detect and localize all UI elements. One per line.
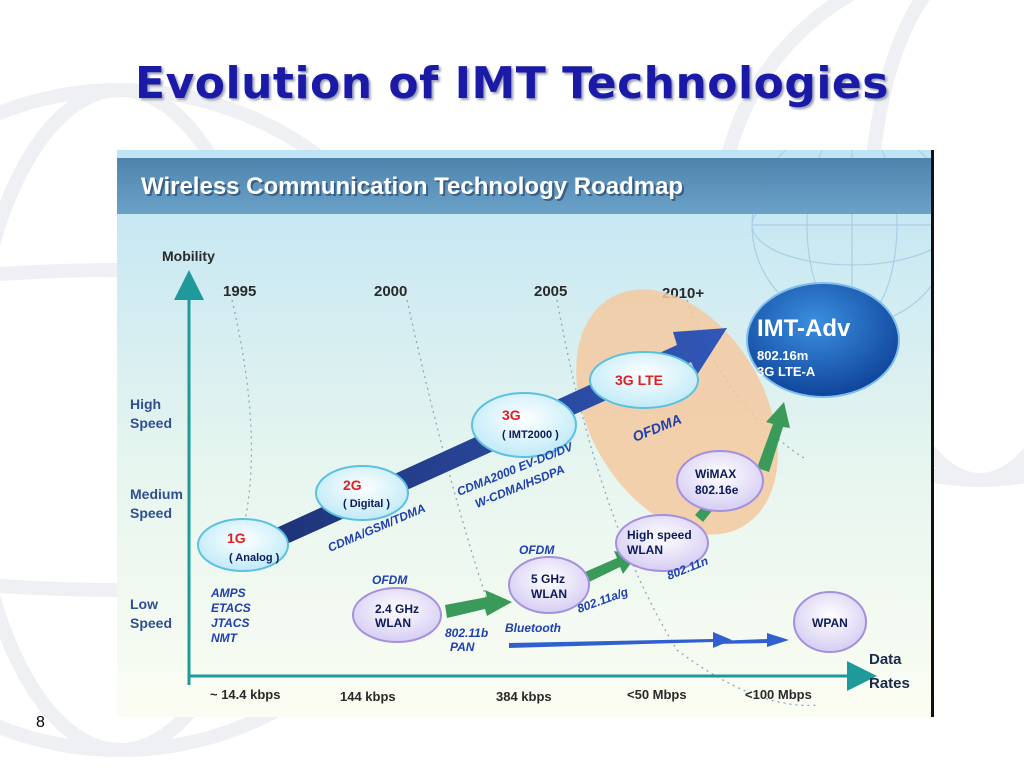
node-wlan-24ghz (352, 587, 442, 643)
label-ofdm-1: OFDM (372, 573, 408, 587)
node-2g-subtitle: ( Digital ) (343, 498, 390, 510)
x-axis-label-line1: Data (869, 651, 902, 668)
node-3g-lte-title: 3G LTE (615, 372, 663, 388)
speed-medium-line2: Speed (130, 505, 172, 521)
banner-title-shadow: Wireless Communication Technology Roadma… (143, 175, 685, 202)
label-pan: PAN (450, 640, 475, 654)
rate-144kbps: 144 kbps (340, 689, 396, 704)
banner (117, 158, 931, 214)
year-2005: 2005 (534, 283, 567, 300)
label-jtacs: JTACS (211, 616, 249, 630)
node-imt-adv-line2: 3G LTE-A (757, 364, 816, 379)
node-2g-title: 2G (343, 477, 362, 493)
label-80211b: 802.11b (445, 626, 488, 640)
page-number: 8 (36, 714, 45, 731)
rate-384kbps: 384 kbps (496, 689, 552, 704)
node-1g-title: 1G (227, 530, 246, 546)
node-wimax-line1: WiMAX (695, 467, 736, 481)
node-imt-adv-title: IMT-Adv (757, 315, 851, 342)
node-imt-adv-line1: 802.16m (757, 348, 808, 363)
node-wimax-line2: 802.16e (695, 483, 739, 497)
node-wlan-5ghz-line2: WLAN (531, 587, 567, 601)
node-wlan-5ghz (508, 556, 590, 614)
node-wpan (793, 591, 867, 653)
node-3g-title: 3G (502, 407, 521, 423)
banner-title: Wireless Communication Technology Roadma… (141, 173, 683, 200)
node-high-speed-wlan (615, 514, 709, 572)
rate-50mbps: <50 Mbps (627, 687, 687, 702)
node-wpan-title: WPAN (812, 616, 848, 630)
label-amps: AMPS (210, 586, 246, 600)
node-3g (471, 392, 577, 458)
node-high-speed-wlan-line2: WLAN (627, 543, 663, 557)
node-wimax (676, 450, 764, 512)
roadmap-diagram: Wireless Communication Technology Roadma… (117, 150, 934, 717)
bluetooth-arrow (509, 632, 732, 648)
label-nmt: NMT (211, 631, 239, 645)
rate-14-4kbps: ~ 14.4 kbps (210, 687, 280, 702)
node-3g-lte (589, 351, 699, 409)
slide-title: Evolution of IMT Technologies (135, 58, 889, 109)
node-high-speed-wlan-line1: High speed (627, 528, 692, 542)
speed-low-line2: Speed (130, 615, 172, 631)
bluetooth-arrow-head (715, 633, 789, 647)
node-wlan-24ghz-line1: 2.4 GHz (375, 602, 419, 616)
speed-high-line1: High (130, 396, 161, 412)
y-axis-label: Mobility (162, 248, 215, 264)
speed-low-line1: Low (130, 596, 158, 612)
node-1g-subtitle: ( Analog ) (229, 552, 280, 564)
year-1995: 1995 (223, 283, 256, 300)
node-1g (197, 518, 289, 572)
label-bluetooth: Bluetooth (505, 621, 561, 635)
node-3g-subtitle: ( IMT2000 ) (502, 429, 559, 441)
x-axis-label-line2: Rates (869, 675, 910, 692)
label-ofdm-2: OFDM (519, 543, 555, 557)
node-wlan-24ghz-line2: WLAN (375, 616, 411, 630)
node-2g (315, 465, 409, 521)
label-etacs: ETACS (211, 601, 251, 615)
speed-high-line2: Speed (130, 415, 172, 431)
rate-100mbps: <100 Mbps (745, 687, 812, 702)
node-imt-adv (746, 282, 900, 398)
year-2000: 2000 (374, 283, 407, 300)
node-wlan-5ghz-line1: 5 GHz (531, 572, 565, 586)
speed-medium-line1: Medium (130, 486, 183, 502)
